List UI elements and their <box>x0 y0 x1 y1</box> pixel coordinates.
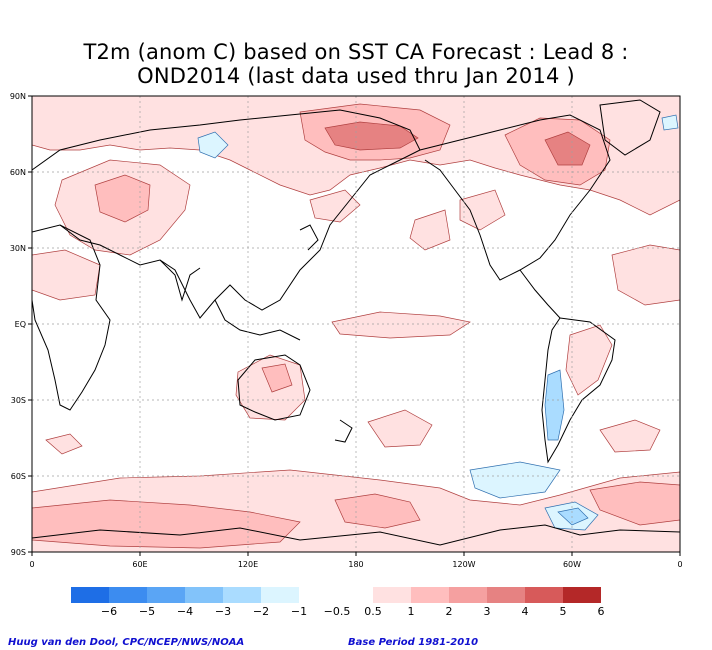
legend-label-warm-0: 0.5 <box>364 605 382 618</box>
legend-swatch-cold-5 <box>261 587 299 603</box>
cold-area-antarctic <box>469 461 561 499</box>
coastlines <box>32 99 680 546</box>
coastline-greenland <box>599 99 661 156</box>
legend-label-warm-4: 4 <box>522 605 529 618</box>
lon-label: 120W <box>452 560 475 569</box>
legend-label-cold-4: −2 <box>253 605 269 618</box>
map-title-line-1: T2m (anom C) based on SST CA Forecast : … <box>83 40 629 64</box>
warm-area-n-africa <box>32 249 101 301</box>
lat-labels: 90N 60N 30N EQ 30S 60S 90S <box>10 92 26 557</box>
warm-area-pacific-mid <box>409 209 451 251</box>
lat-label: EQ <box>15 320 26 329</box>
cold-area-siberia <box>197 131 229 159</box>
warm-core-siberia <box>324 121 419 151</box>
warm-core-antarctic-west <box>32 499 301 549</box>
legend-label-cold-6: −0.5 <box>324 605 351 618</box>
legend-label-cold-1: −5 <box>139 605 155 618</box>
grid-lines <box>32 96 680 552</box>
legend-swatch-cold-1 <box>109 587 147 603</box>
warm-core-antarctic-east <box>589 481 680 526</box>
warm-core-central-asia <box>94 174 151 223</box>
legend-label-warm-5: 5 <box>560 605 567 618</box>
lon-label: 180 <box>348 560 363 569</box>
warm-area-south-pacific <box>367 409 433 448</box>
cold-area-andes <box>544 369 565 441</box>
credit-author: Huug van den Dool, CPC/NCEP/NWS/NOAA <box>8 637 245 648</box>
lat-label: 90N <box>10 92 26 101</box>
legend-swatch-warm-0 <box>373 587 411 603</box>
warm-core-canada <box>544 131 591 166</box>
warm-area-pacific-north <box>309 189 361 223</box>
coastline-south-america <box>541 317 616 464</box>
coastline-japan <box>299 224 319 251</box>
legend-swatch-warm-4 <box>525 587 563 603</box>
legend-label-warm-6: 6 <box>598 605 605 618</box>
lon-label: 0 <box>677 560 682 569</box>
lon-labels: 0 60E 120E 180 120W 60W 0 <box>29 560 682 569</box>
legend-label-warm-1: 1 <box>408 605 415 618</box>
legend-label-cold-3: −3 <box>215 605 231 618</box>
legend-label-cold-0: −6 <box>101 605 117 618</box>
warm-area-na-west <box>459 189 506 231</box>
coastline-antarctica <box>32 524 680 546</box>
coastline-india <box>159 259 201 302</box>
legend-swatch-cold-4 <box>223 587 261 603</box>
coastline-australia <box>237 354 311 421</box>
lat-label: 30S <box>11 396 26 405</box>
legend-swatch-warm-3 <box>487 587 525 603</box>
map-title-line-2: OND2014 (last data used thru Jan 2014 ) <box>137 64 575 88</box>
legend-label-cold-2: −4 <box>177 605 193 618</box>
cold-core-weddell <box>557 507 589 526</box>
legend-swatch-cold-0 <box>71 587 109 603</box>
lat-label: 60N <box>10 168 26 177</box>
legend-swatch-warm-2 <box>449 587 487 603</box>
legend-swatch-warm-1 <box>411 587 449 603</box>
warm-area-s-atlantic <box>599 419 661 453</box>
legend-label-warm-2: 2 <box>446 605 453 618</box>
lat-label: 30N <box>10 244 26 253</box>
lon-label: 0 <box>29 560 34 569</box>
warm-area-equatorial-pacific <box>331 311 471 339</box>
coastline-se-asia <box>214 299 301 341</box>
legend-swatch-cold-3 <box>185 587 223 603</box>
coastline-new-zealand <box>334 419 353 443</box>
coastline-central-america <box>519 269 561 319</box>
coastline-north-america <box>419 114 611 281</box>
lon-label: 120E <box>238 560 258 569</box>
warm-area-atlantic <box>611 244 680 306</box>
warm-area-s-indian <box>45 433 83 455</box>
cold-area-canada <box>661 114 679 131</box>
legend-swatch-cold-2 <box>147 587 185 603</box>
lat-label: 90S <box>11 548 26 557</box>
warm-area-s-america <box>565 324 613 396</box>
legend-swatch-warm-5 <box>563 587 601 603</box>
credit-base-period: Base Period 1981-2010 <box>348 637 479 648</box>
warm-core-australia <box>261 363 293 393</box>
axis-ticks <box>28 95 681 556</box>
legend-label-warm-3: 3 <box>484 605 491 618</box>
color-legend: −6 −5 −4 −3 −2 −1 −0.5 0.5 1 2 3 4 5 6 <box>71 587 605 618</box>
lat-label: 60S <box>11 472 26 481</box>
legend-label-cold-5: −1 <box>291 605 307 618</box>
lon-label: 60E <box>132 560 147 569</box>
lon-label: 60W <box>563 560 581 569</box>
